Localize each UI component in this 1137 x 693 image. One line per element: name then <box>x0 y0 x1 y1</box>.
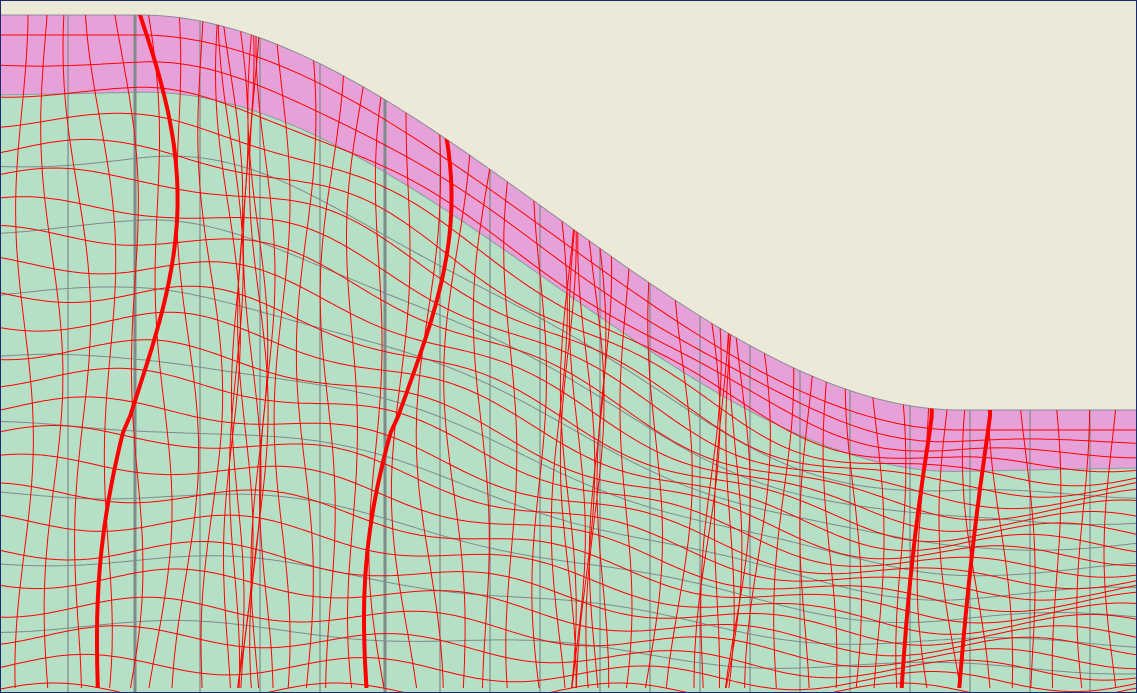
deformed-row <box>0 339 1137 567</box>
deformed-row <box>0 61 1137 444</box>
deformed-row <box>0 196 1137 510</box>
deformed-boundary <box>95 15 180 689</box>
mesh-row <box>0 555 1137 649</box>
deformed-row <box>0 682 1137 693</box>
mesh-row <box>0 421 1137 601</box>
deformed-column <box>40 15 64 689</box>
deformed-column <box>84 15 117 689</box>
mesh-row <box>0 491 1137 623</box>
deformed-row <box>0 86 1137 459</box>
deformed-column <box>247 15 269 689</box>
deformed-row <box>0 224 1137 521</box>
deformed-row <box>0 167 1137 498</box>
deformed-column <box>214 15 241 689</box>
deformed-column <box>255 15 276 689</box>
deformed-row <box>0 285 1137 543</box>
deformed-row <box>0 653 1137 693</box>
deformed-row <box>0 453 1137 612</box>
deformed-row <box>0 568 1137 657</box>
deformed-row <box>0 34 1137 431</box>
soil-layer <box>0 91 1137 693</box>
deformed-column <box>217 15 244 689</box>
mesh-row <box>0 353 1137 577</box>
deformed-column <box>112 15 144 689</box>
deformed-column <box>319 15 346 689</box>
deformed-row <box>0 138 1137 487</box>
deformed-column <box>295 15 317 689</box>
deformed-row <box>0 425 1137 601</box>
deformed-row <box>0 596 1137 670</box>
deformed-column <box>220 15 245 689</box>
deformed-row <box>0 311 1137 553</box>
deformed-row <box>0 257 1137 532</box>
deformed-column <box>145 15 173 689</box>
deformed-row <box>0 112 1137 473</box>
deformed-column <box>197 15 224 689</box>
deformed-row <box>0 482 1137 624</box>
deformed-row <box>0 367 1137 578</box>
deformed-row <box>0 396 1137 590</box>
deformed-column <box>171 15 200 689</box>
deformed-column <box>14 15 34 689</box>
deformed-column <box>62 15 92 689</box>
deformed-row <box>0 514 1137 635</box>
mesh-row <box>0 619 1137 675</box>
deformed-row <box>0 625 1137 681</box>
deformed-row <box>0 541 1137 646</box>
mesh-row <box>0 286 1137 551</box>
deformed-column <box>248 15 269 689</box>
deformed-column <box>368 15 398 689</box>
deformed-column <box>390 15 418 689</box>
mesh-row <box>0 219 1137 525</box>
